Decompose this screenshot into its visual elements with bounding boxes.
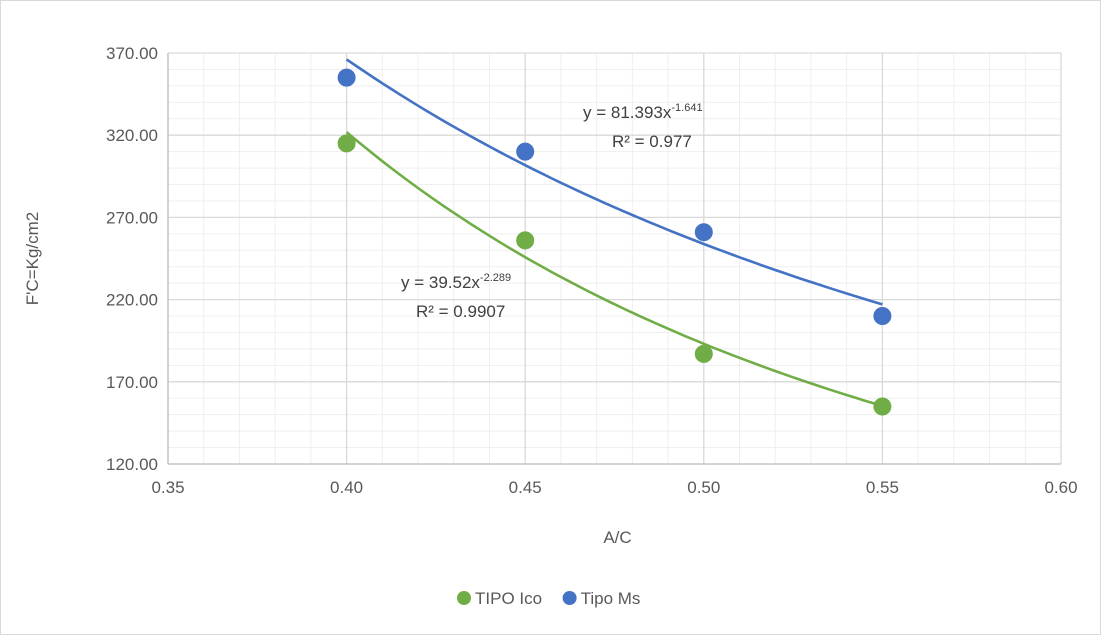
y-axis-title: F'C=Kg/cm2 <box>23 212 42 305</box>
legend: TIPO Ico Tipo Ms <box>457 589 640 608</box>
data-point-tipo-ms <box>516 142 535 161</box>
legend-marker <box>562 591 577 605</box>
data-point-tipo-ms <box>337 68 356 87</box>
y-tick-label: 370.00 <box>106 44 158 63</box>
x-tick-label: 0.40 <box>330 478 363 497</box>
x-axis-title: A/C <box>603 528 631 547</box>
y-tick-label: 170.00 <box>106 373 158 392</box>
y-tick-label: 270.00 <box>106 208 158 227</box>
data-point-tipo-ico <box>337 134 356 153</box>
equation-base: y = 81.393x <box>583 103 672 122</box>
data-point-tipo-ico <box>516 231 535 250</box>
trendline-equation: y = 39.52x-2.289 <box>401 272 511 292</box>
data-point-tipo-ico <box>694 344 713 363</box>
point-layer <box>337 68 892 416</box>
legend-label: TIPO Ico <box>475 589 542 608</box>
trendline-r2: R² = 0.9907 <box>416 302 505 321</box>
y-tick-label: 120.00 <box>106 455 158 474</box>
trendline-r2: R² = 0.977 <box>612 132 692 151</box>
x-tick-label: 0.50 <box>687 478 720 497</box>
legend-marker <box>457 591 471 605</box>
axis-layer: 0.35 0.40 0.45 0.50 0.55 0.60 120.00 170.00 220.… <box>23 44 1078 547</box>
trendline-layer <box>345 58 883 408</box>
x-tick-label: 0.55 <box>866 478 899 497</box>
equation-base: y = 39.52x <box>401 273 480 292</box>
legend-label: Tipo Ms <box>581 589 641 608</box>
x-tick-label: 0.45 <box>509 478 542 497</box>
x-tick-label: 0.60 <box>1044 478 1077 497</box>
trendline-equation: y = 81.393x-1.641 <box>583 102 703 122</box>
data-point-tipo-ms <box>694 223 713 242</box>
equation-exponent: -2.289 <box>480 272 511 284</box>
trendline-tipo-ico <box>345 131 883 408</box>
y-tick-label: 320.00 <box>106 126 158 145</box>
label-layer: y = 39.52x-2.289 R² = 0.9907 y = 81.393x-1… <box>401 102 703 321</box>
x-tick-label: 0.35 <box>151 478 184 497</box>
data-point-tipo-ico <box>873 397 892 416</box>
data-point-tipo-ms <box>873 307 892 326</box>
y-tick-label: 220.00 <box>106 291 158 310</box>
equation-exponent: -1.641 <box>671 102 702 114</box>
trendline-tipo-ms <box>345 58 883 306</box>
